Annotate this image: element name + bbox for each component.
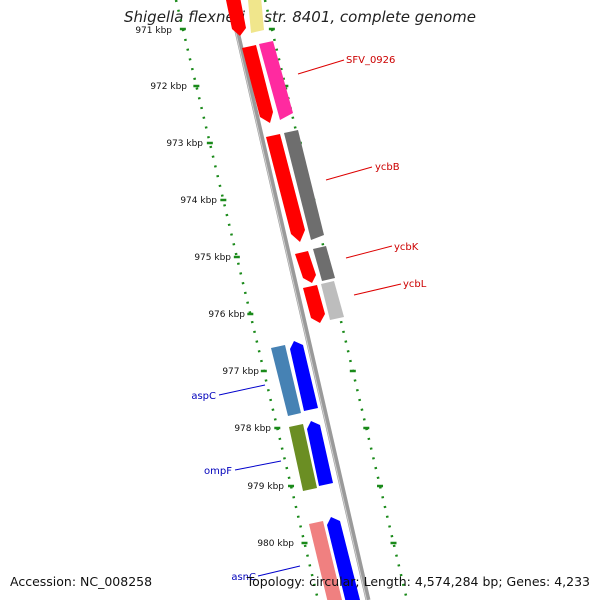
gene-blue-3[interactable] bbox=[327, 517, 360, 600]
leader-sfv0926 bbox=[297, 59, 345, 75]
genome-title: Shigella flexneri 5 str. 8401, complete … bbox=[123, 8, 477, 26]
scale-label-975: 975 kbp bbox=[194, 253, 231, 263]
scale-label-980: 980 kbp bbox=[257, 539, 294, 549]
label-leaders bbox=[218, 59, 402, 577]
gene-partial-top-red[interactable] bbox=[226, 0, 246, 36]
scale-label-972: 972 kbp bbox=[150, 82, 187, 92]
gene-ycbB[interactable] bbox=[284, 130, 324, 240]
scale-labels: 971 kbp 972 kbp 973 kbp 974 kbp 975 kbp … bbox=[135, 26, 294, 549]
genome-backbone bbox=[231, 17, 371, 600]
gene-label-aspC[interactable]: aspC bbox=[191, 391, 216, 402]
scale-label-978: 978 kbp bbox=[234, 424, 271, 434]
leader-asnC bbox=[257, 565, 301, 577]
scale-label-979: 979 kbp bbox=[247, 482, 284, 492]
leader-ompF bbox=[234, 460, 282, 471]
gene-red-1[interactable] bbox=[242, 45, 273, 123]
gene-red-3[interactable] bbox=[295, 251, 316, 283]
leader-ycbK bbox=[345, 245, 393, 259]
gene-blue-2[interactable] bbox=[307, 421, 333, 486]
leader-ycbL bbox=[353, 283, 402, 296]
leader-ycbB bbox=[325, 166, 373, 181]
genome-stats-text: Topology: circular; Length: 4,574,284 bp… bbox=[246, 574, 590, 589]
gene-red-2[interactable] bbox=[266, 134, 305, 242]
gene-partial-top-khaki[interactable] bbox=[248, 0, 264, 33]
gene-label-asnC[interactable]: asnC bbox=[231, 572, 256, 583]
gene-salmon[interactable] bbox=[309, 521, 342, 600]
gene-sfv0926[interactable] bbox=[259, 41, 293, 120]
gene-blue-1[interactable] bbox=[290, 341, 318, 411]
gene-ompF[interactable] bbox=[289, 424, 317, 491]
gene-ycbK[interactable] bbox=[313, 246, 335, 281]
gene-red-4[interactable] bbox=[303, 285, 325, 323]
accession-text: Accession: NC_008258 bbox=[10, 574, 153, 589]
scale-label-976: 976 kbp bbox=[208, 310, 245, 320]
scale-label-973: 973 kbp bbox=[166, 139, 203, 149]
leader-aspC bbox=[218, 384, 266, 396]
gene-labels: SFV_0926 ycbB ycbK ycbL aspC ompF asnC bbox=[191, 55, 426, 583]
scale-label-977: 977 kbp bbox=[222, 367, 259, 377]
scale-label-971: 971 kbp bbox=[135, 26, 172, 36]
gene-ycbL[interactable] bbox=[321, 281, 344, 320]
gene-aspC[interactable] bbox=[271, 345, 301, 416]
gene-label-sfv0926[interactable]: SFV_0926 bbox=[346, 55, 395, 66]
scale-label-974: 974 kbp bbox=[180, 196, 217, 206]
gene-label-ycbB[interactable]: ycbB bbox=[375, 162, 400, 173]
gene-label-ompF[interactable]: ompF bbox=[204, 466, 232, 477]
gene-features bbox=[226, 0, 360, 600]
gene-label-ycbL[interactable]: ycbL bbox=[403, 279, 427, 290]
genome-backbone-highlight bbox=[232, 17, 367, 600]
gene-label-ycbK[interactable]: ycbK bbox=[394, 242, 419, 253]
